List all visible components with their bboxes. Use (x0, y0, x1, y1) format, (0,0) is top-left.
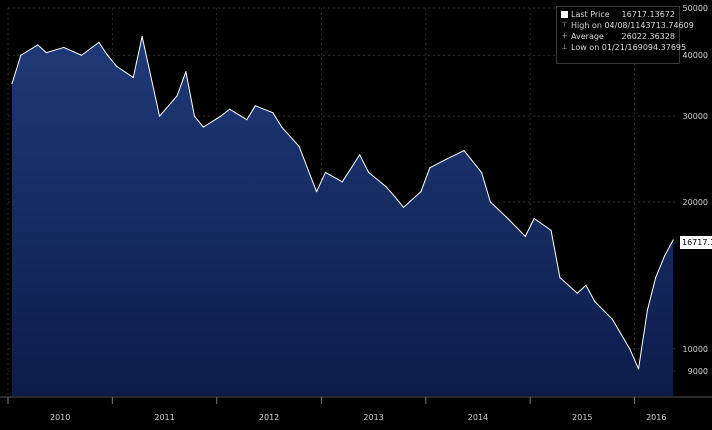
average-marker-icon: + (561, 32, 568, 40)
price-point (550, 229, 552, 231)
price-line (11, 36, 674, 370)
price-point (576, 292, 578, 294)
price-point (324, 171, 327, 174)
price-point (63, 46, 65, 49)
price-point (480, 171, 483, 174)
price-point (402, 206, 405, 208)
last-price-label: Last Price (571, 10, 610, 19)
price-point (367, 171, 370, 174)
y-tick-label: 9000 (688, 367, 708, 376)
x-tick-label: 2015 (572, 413, 592, 422)
price-point (246, 119, 248, 121)
price-area-fill (12, 36, 674, 397)
low-marker-icon: ⊥ (561, 43, 568, 51)
y-tick-label: 50000 (683, 4, 708, 13)
x-axis-band (0, 397, 712, 426)
legend-average: + Average 26022.36328 (561, 31, 675, 42)
x-tick-label: 2013 (363, 413, 383, 422)
price-point (524, 235, 526, 238)
price-point (98, 41, 100, 44)
price-point (132, 76, 134, 79)
y-axis: 9000 10000 20000 30000 40000 50000 (683, 4, 708, 376)
price-point (420, 191, 422, 193)
y-tick-label: 40000 (683, 51, 708, 60)
average-value: 26022.36328 (621, 32, 675, 41)
legend-last-price: Last Price 16717.13672 (561, 9, 675, 20)
chart-legend: Last Price 16717.13672 ⊤ High on 04/08/11… (556, 6, 694, 64)
price-point (655, 276, 657, 279)
price-point (185, 71, 187, 73)
x-tick-label: 2012 (259, 413, 279, 422)
price-point (20, 54, 22, 56)
y-tick-label: 30000 (683, 112, 708, 121)
price-point (341, 181, 343, 183)
low-value: 9094.37695 (637, 43, 687, 52)
high-label: High on 04/08/11 (571, 21, 641, 30)
price-point (272, 112, 274, 114)
legend-high: ⊤ High on 04/08/11 43713.74609 (561, 20, 693, 31)
price-point (672, 239, 674, 241)
price-point (629, 348, 631, 350)
price-point (281, 126, 283, 128)
high-marker-icon: ⊤ (561, 21, 568, 29)
legend-low: ⊥ Low on 01/21/16 9094.37695 (561, 42, 686, 53)
price-point (394, 196, 396, 198)
price-point (585, 284, 587, 286)
price-point (106, 54, 109, 56)
price-point (611, 318, 613, 320)
price-point (429, 167, 431, 169)
price-point (446, 158, 448, 160)
average-label: Average (571, 32, 604, 41)
last-price-value: 16717.13672 (621, 10, 675, 19)
x-tick-label: 2011 (154, 413, 174, 422)
price-point (637, 368, 640, 370)
price-point (229, 108, 231, 110)
low-label: Low on 01/21/16 (571, 43, 638, 52)
price-point (176, 95, 178, 97)
price-point (533, 217, 535, 220)
price-point (254, 105, 256, 107)
x-tick-label: 2014 (468, 413, 488, 422)
price-point (45, 52, 47, 54)
x-tick-label: 2010 (50, 413, 70, 422)
price-point (193, 115, 196, 117)
price-point (202, 126, 204, 128)
x-tick-label: 2016 (646, 413, 666, 422)
price-point (594, 300, 596, 303)
price-point (559, 276, 561, 279)
price-point (646, 309, 649, 311)
price-point (298, 145, 300, 148)
price-area (11, 35, 674, 397)
x-axis: 2010 2011 2012 2013 2014 2015 2016 (0, 396, 712, 426)
price-point (115, 65, 117, 67)
y-tick-label: 10000 (683, 345, 708, 354)
price-point (507, 217, 509, 220)
price-point (80, 54, 83, 56)
price-point (37, 44, 39, 46)
price-point (663, 255, 666, 257)
price-point (141, 35, 143, 38)
price-point (385, 186, 387, 188)
price-point (489, 201, 492, 203)
price-point (158, 115, 161, 117)
last-price-tag: 16717.1 (680, 236, 712, 249)
price-point (220, 115, 222, 117)
price-point (11, 82, 13, 85)
last-price-swatch-icon (561, 11, 568, 18)
price-point (463, 149, 465, 152)
high-value: 43713.74609 (640, 21, 694, 30)
price-point (359, 154, 361, 156)
y-tick-label: 20000 (683, 198, 708, 207)
price-point (315, 191, 318, 193)
